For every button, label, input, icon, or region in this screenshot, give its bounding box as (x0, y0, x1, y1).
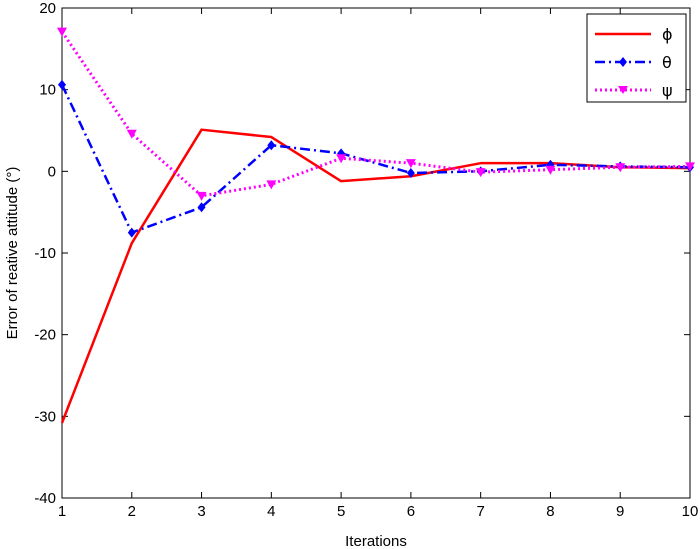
y-tick-label: -30 (34, 408, 56, 425)
point-triangle (57, 27, 67, 37)
y-tick-label: 0 (48, 163, 56, 180)
y-tick-label: -20 (34, 327, 56, 344)
legend-marker-psi (618, 86, 628, 94)
point-diamond (406, 167, 415, 178)
legend: ϕ θ ψ (586, 13, 687, 103)
series-line-1 (60, 84, 691, 234)
y-axis-label: Error of reative attitude (°) (4, 167, 21, 340)
point-diamond (58, 79, 66, 90)
y-tick-label: 20 (39, 0, 56, 17)
x-tick-label: 1 (58, 503, 66, 520)
point-diamond (197, 202, 206, 213)
series-lines (60, 30, 691, 424)
x-tick-label: 9 (616, 503, 624, 520)
series-line-2 (60, 30, 691, 198)
x-tick-label: 4 (267, 503, 275, 520)
point-triangle (475, 168, 486, 178)
series-markers (57, 27, 695, 238)
x-tick-label: 10 (682, 503, 699, 520)
axis-ticks: 1 2 3 4 5 6 7 8 9 10 -40 -30 -20 -10 0 10 20 (34, 0, 698, 520)
point-triangle (545, 165, 556, 175)
y-tick-label: -40 (34, 490, 56, 507)
legend-marker-theta (619, 57, 627, 67)
point-triangle (336, 154, 347, 164)
point-triangle (126, 129, 137, 139)
y-tick-label: 10 (39, 82, 56, 99)
x-tick-label: 3 (197, 503, 205, 520)
point-triangle (266, 180, 277, 190)
x-tick-label: 5 (337, 503, 345, 520)
x-tick-label: 7 (476, 503, 484, 520)
point-triangle (685, 162, 695, 172)
x-tick-label: 2 (128, 503, 136, 520)
legend-box (586, 13, 687, 103)
point-triangle (615, 163, 626, 173)
x-tick-label: 6 (407, 503, 415, 520)
legend-label-psi: ψ (662, 81, 673, 100)
plot-area (61, 7, 691, 499)
y-tick-label: -10 (34, 245, 56, 262)
point-diamond (267, 140, 276, 151)
x-axis-label: Iterations (345, 533, 407, 549)
x-tick-label: 8 (546, 503, 554, 520)
legend-label-theta: θ (662, 53, 672, 72)
point-triangle (196, 191, 207, 201)
point-diamond (127, 227, 136, 238)
legend-label-phi: ϕ (662, 25, 673, 44)
point-triangle (405, 159, 416, 169)
